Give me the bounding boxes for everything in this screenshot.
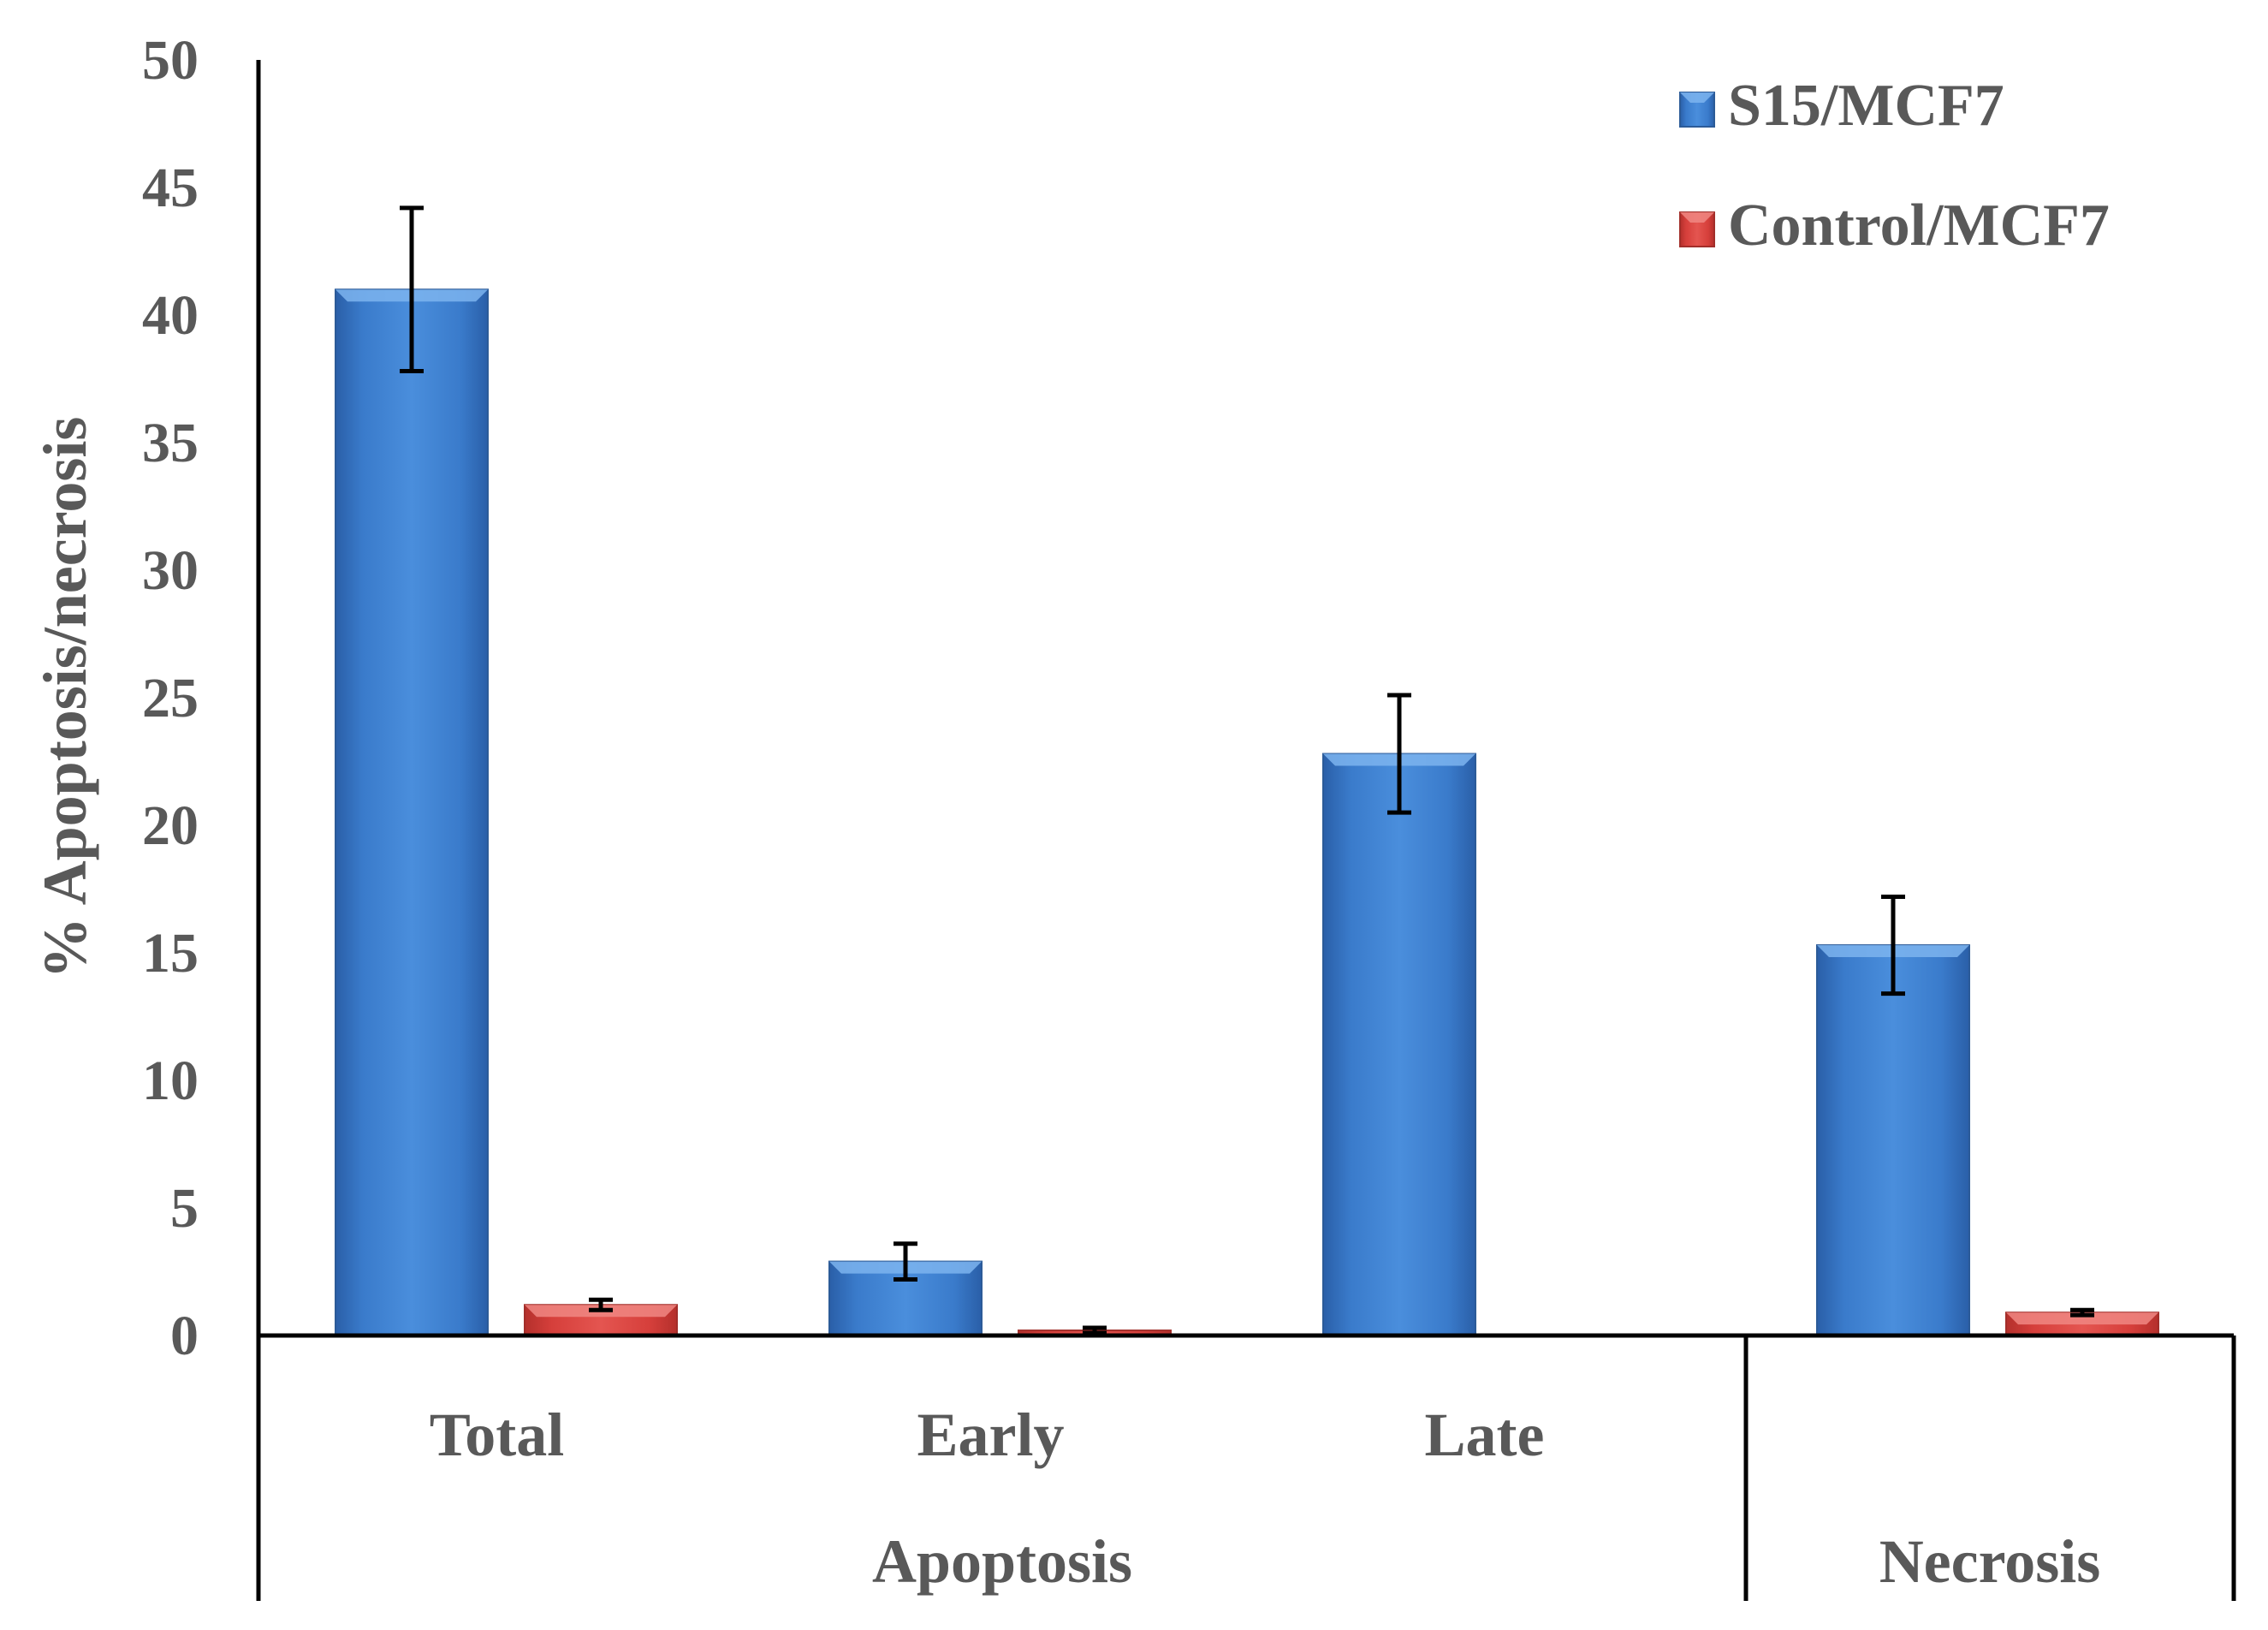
error-bars bbox=[400, 205, 2094, 1336]
error-bar bbox=[589, 1297, 613, 1312]
group-labels: Apoptosis Necrosis bbox=[872, 1527, 2100, 1596]
y-tick-label: 35 bbox=[142, 412, 199, 474]
y-axis-ticks: 0 5 10 15 20 25 30 35 40 45 50 bbox=[142, 29, 199, 1367]
bar-s15-mcf7-3 bbox=[1816, 944, 1970, 1337]
error-bar bbox=[1881, 894, 1905, 996]
legend: S15/MCF7 Control/MCF7 bbox=[1679, 73, 2110, 259]
y-tick-label: 40 bbox=[142, 284, 199, 347]
legend-item: S15/MCF7 bbox=[1679, 73, 2004, 139]
y-tick-label: 20 bbox=[142, 794, 199, 857]
error-bar bbox=[1387, 693, 1411, 815]
y-tick-label: 50 bbox=[142, 29, 199, 92]
error-bar bbox=[2070, 1307, 2094, 1318]
legend-label: S15/MCF7 bbox=[1728, 73, 2004, 139]
bar-s15-mcf7-2 bbox=[1322, 753, 1476, 1336]
y-axis-title: % Apoptosis/necrosis bbox=[31, 417, 99, 979]
y-tick-label: 15 bbox=[142, 922, 199, 985]
category-label: Total bbox=[430, 1401, 564, 1469]
y-tick-label: 10 bbox=[142, 1050, 199, 1112]
bar-s15-mcf7-0 bbox=[335, 289, 489, 1337]
y-tick-label: 5 bbox=[170, 1177, 199, 1240]
category-labels: Total Early Late bbox=[430, 1401, 1545, 1469]
category-label: Early bbox=[917, 1401, 1065, 1469]
error-bar bbox=[894, 1241, 917, 1282]
group-label: Necrosis bbox=[1879, 1527, 2101, 1596]
legend-item: Control/MCF7 bbox=[1679, 193, 2110, 259]
bars bbox=[335, 289, 2159, 1337]
category-label: Late bbox=[1425, 1401, 1545, 1469]
legend-label: Control/MCF7 bbox=[1728, 193, 2110, 259]
group-label: Apoptosis bbox=[872, 1527, 1132, 1596]
y-tick-label: 25 bbox=[142, 667, 199, 729]
y-tick-label: 30 bbox=[142, 539, 199, 602]
axes bbox=[256, 60, 2236, 1601]
y-tick-label: 0 bbox=[170, 1305, 199, 1367]
y-tick-label: 45 bbox=[142, 157, 199, 219]
error-bar bbox=[400, 205, 424, 374]
bar-bevel bbox=[2006, 1312, 2158, 1325]
error-bar bbox=[1083, 1325, 1107, 1336]
